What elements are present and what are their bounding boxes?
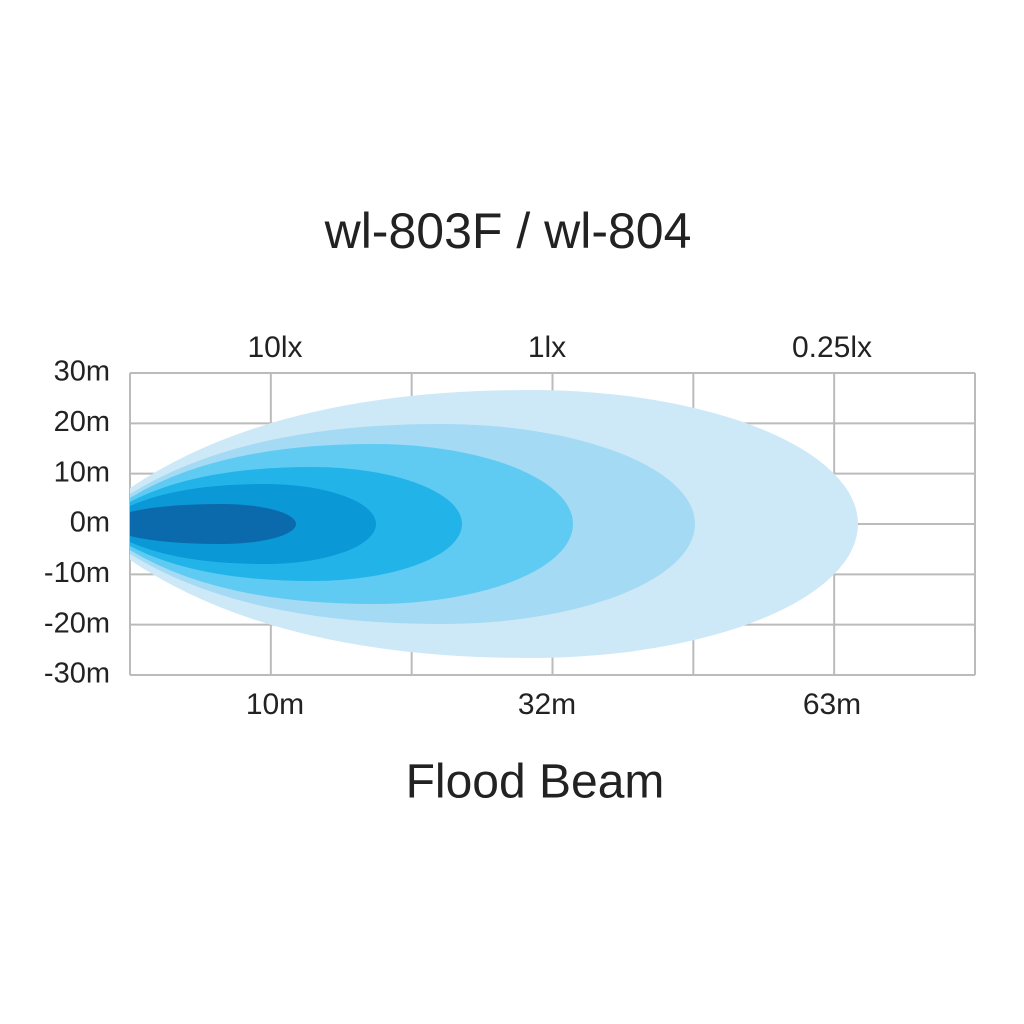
y-label: -20m [44,607,110,639]
bottom-label: 32m [518,688,576,721]
bottom-label: 63m [803,688,861,721]
title: wl-803F / wl-804 [324,203,692,259]
y-label: -30m [44,658,110,690]
beam-zone [130,504,296,544]
y-label: 0m [70,507,110,539]
top-label: 1lx [528,331,566,364]
bottom-label: 10m [246,688,304,721]
y-label: 30m [54,356,110,388]
y-label: 10m [54,456,110,488]
caption: Flood Beam [406,756,665,809]
beam-pattern [130,390,858,658]
top-label: 10lx [247,331,302,364]
top-label: 0.25lx [792,331,872,364]
y-label: -10m [44,557,110,589]
y-label: 20m [54,406,110,438]
